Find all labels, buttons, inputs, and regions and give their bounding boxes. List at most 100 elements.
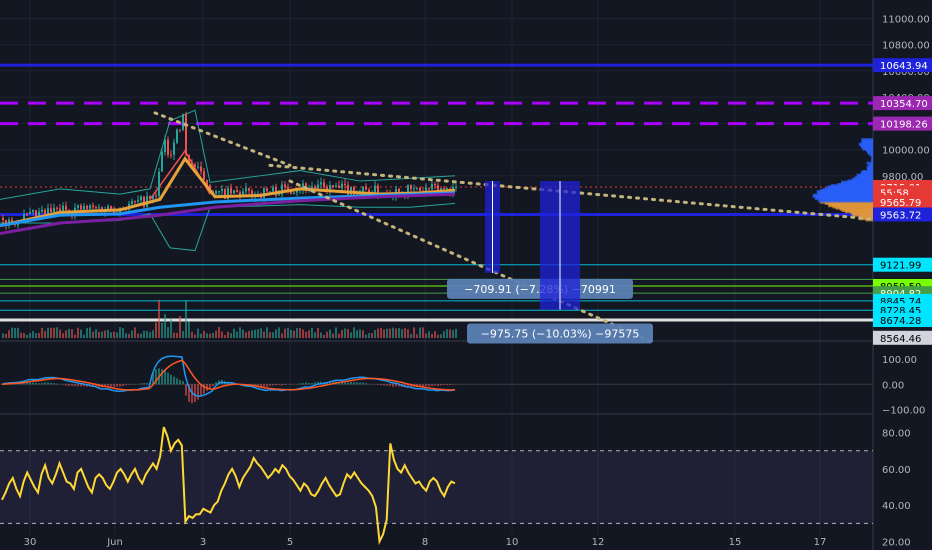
price-tag-bg bbox=[873, 58, 932, 73]
volume-bar bbox=[317, 327, 319, 338]
candle-body bbox=[224, 189, 226, 199]
volume-bar bbox=[140, 333, 142, 338]
volume-bar bbox=[428, 331, 430, 338]
candle-body bbox=[230, 188, 232, 194]
macd-histogram-bar bbox=[425, 384, 427, 387]
measure-tools[interactable]: −709.91 (−7.28%) −70991−975.75 (−10.03%)… bbox=[447, 181, 653, 344]
volume-bar bbox=[245, 332, 247, 338]
volume-bar bbox=[32, 331, 34, 338]
volume-bar bbox=[2, 333, 4, 338]
volume-bar bbox=[41, 327, 43, 338]
volume-bar bbox=[413, 327, 415, 338]
volume-bar bbox=[29, 333, 31, 338]
macd-histogram-bar bbox=[140, 383, 142, 385]
macd-histogram-bar bbox=[113, 384, 115, 387]
macd-histogram-bar bbox=[398, 384, 400, 387]
volume-bar bbox=[98, 331, 100, 338]
volume-bar bbox=[302, 329, 304, 338]
macd-histogram-bar bbox=[71, 384, 73, 387]
volume-bar bbox=[23, 333, 25, 338]
candle-body bbox=[410, 185, 412, 190]
volume-bar bbox=[224, 334, 226, 338]
candle-body bbox=[269, 191, 271, 193]
volume-bar bbox=[419, 327, 421, 338]
candle-body bbox=[155, 195, 157, 197]
volume-bar bbox=[278, 327, 280, 338]
macd-histogram-bar bbox=[32, 382, 34, 385]
candle-body bbox=[407, 185, 409, 197]
price-tag-bg bbox=[873, 116, 932, 131]
candle-body bbox=[338, 185, 340, 189]
macd-histogram-bar bbox=[356, 382, 358, 385]
volume-bar bbox=[191, 331, 193, 338]
macd-histogram-bar bbox=[383, 384, 385, 386]
time-tick-label: 30 bbox=[24, 537, 37, 548]
volume-bar bbox=[5, 333, 7, 338]
candle-body bbox=[107, 206, 109, 210]
price-tag-label: 8564.46 bbox=[880, 334, 921, 345]
volume-bar bbox=[215, 330, 217, 338]
candle-body bbox=[83, 205, 85, 210]
volume-bar bbox=[248, 331, 250, 338]
volume-bar bbox=[77, 327, 79, 338]
macd-histogram-bar bbox=[26, 382, 28, 385]
volume-bar bbox=[431, 333, 433, 338]
time-tick-label: 15 bbox=[729, 537, 742, 548]
volume-bar bbox=[14, 327, 16, 338]
candle-body bbox=[221, 189, 223, 192]
volume-bar bbox=[395, 328, 397, 338]
macd-histogram-bar bbox=[152, 373, 154, 385]
candle-body bbox=[245, 188, 247, 192]
candle-body bbox=[413, 188, 415, 190]
volume-bar bbox=[71, 329, 73, 338]
candle-body bbox=[362, 186, 364, 192]
volume-bar bbox=[344, 328, 346, 338]
macd-histogram-bar bbox=[218, 380, 220, 385]
candle-body bbox=[134, 201, 136, 203]
price-tag-label: 9563.72 bbox=[880, 210, 921, 221]
candle-body bbox=[182, 114, 184, 130]
volume-bar bbox=[383, 329, 385, 338]
macd-histogram-bar bbox=[359, 382, 361, 385]
macd-histogram-bar bbox=[443, 384, 445, 386]
volume-bar bbox=[299, 328, 301, 338]
candle-body bbox=[11, 219, 13, 222]
candle-body bbox=[344, 183, 346, 185]
candle-body bbox=[41, 209, 43, 212]
volume-bar bbox=[329, 329, 331, 338]
macd-histogram-bar bbox=[23, 383, 25, 385]
candle-body bbox=[53, 207, 55, 213]
candle-body bbox=[374, 185, 376, 194]
axis-background bbox=[873, 0, 932, 550]
measure-label-1: −975.75 (−10.03%) −97575 bbox=[481, 328, 640, 341]
volume-bar bbox=[398, 328, 400, 338]
macd-histogram-bar bbox=[419, 384, 421, 387]
volume-bar bbox=[200, 333, 202, 338]
candle-body bbox=[332, 185, 334, 188]
candle-body bbox=[95, 207, 97, 209]
candle-body bbox=[2, 217, 4, 221]
price-tag-bg bbox=[873, 207, 932, 222]
price-tag-label: 8845.74 bbox=[880, 297, 921, 308]
macd-signal-line bbox=[1, 359, 456, 391]
candle-body bbox=[284, 184, 286, 187]
macd-histogram-bar bbox=[50, 382, 52, 385]
volume-bar bbox=[275, 329, 277, 338]
candle-body bbox=[137, 200, 139, 202]
volume-bar bbox=[53, 327, 55, 338]
macd-histogram-bar bbox=[29, 382, 31, 385]
candle-body bbox=[179, 129, 181, 131]
volume-bar bbox=[146, 330, 148, 338]
macd-histogram-bar bbox=[386, 384, 388, 386]
macd-histogram-bar bbox=[104, 384, 106, 387]
volume-bar bbox=[155, 322, 157, 338]
candle-body bbox=[287, 186, 289, 192]
candle-body bbox=[320, 182, 322, 185]
volume-bar bbox=[227, 331, 229, 338]
candle-body bbox=[191, 162, 193, 165]
price-tag-bg bbox=[873, 257, 932, 272]
price-tick-label: 10800.00 bbox=[882, 41, 930, 52]
macd-histogram-bar bbox=[44, 382, 46, 385]
macd-histogram-bar bbox=[362, 382, 364, 385]
